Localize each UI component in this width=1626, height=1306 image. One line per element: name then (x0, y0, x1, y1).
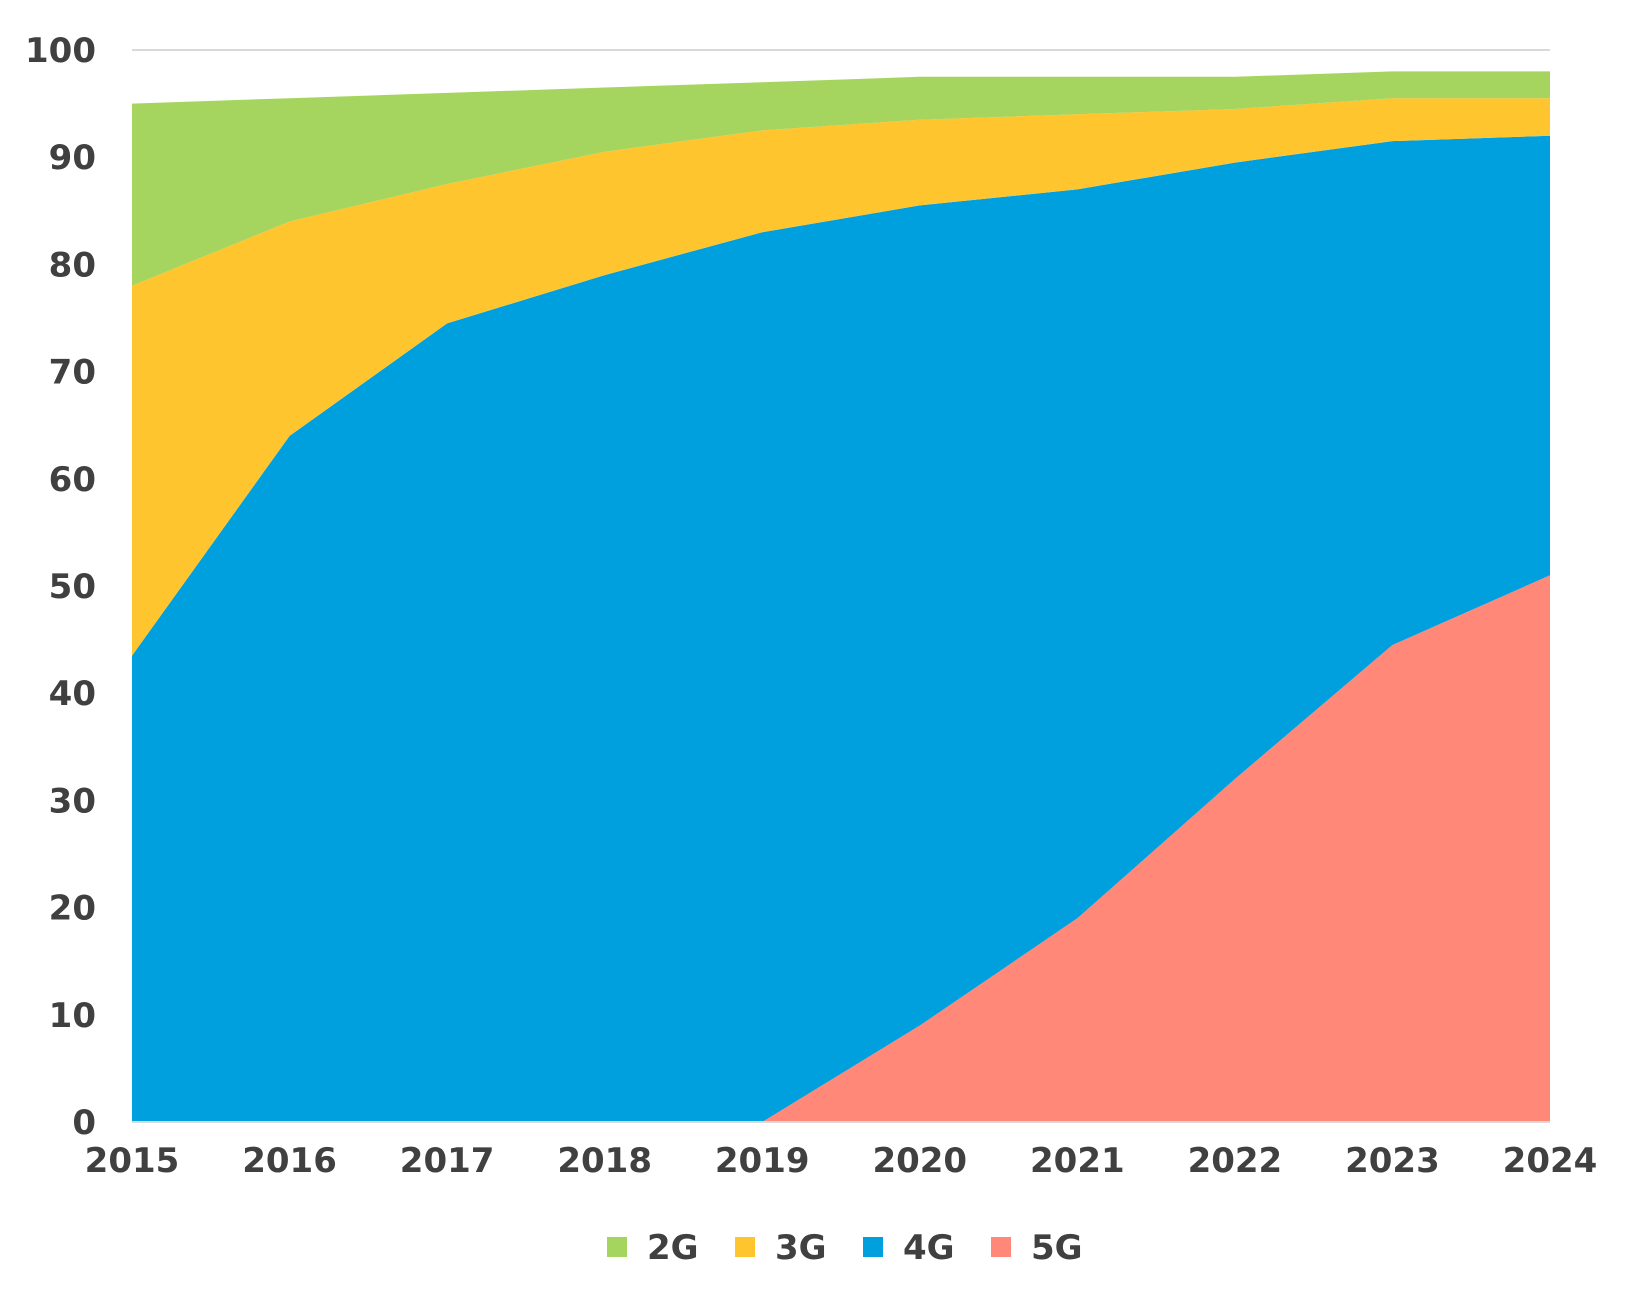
x-tick-label-2021: 2021 (1030, 1141, 1125, 1181)
y-tick-label-10: 10 (49, 996, 96, 1036)
x-tick-label-2015: 2015 (85, 1141, 180, 1181)
x-tick-label-2016: 2016 (242, 1141, 337, 1181)
legend: 2G 3G 4G 5G (607, 1228, 1083, 1268)
area-2g (132, 71, 1550, 286)
x-axis-tick-labels: 2015 2016 2017 2018 2019 2020 2021 2022 2023 2024 (85, 1141, 1598, 1181)
y-tick-label-20: 20 (49, 889, 96, 929)
legend-item-2g: 2G (607, 1228, 699, 1268)
y-tick-label-0: 0 (72, 1103, 96, 1143)
legend-label-5g: 5G (1031, 1228, 1083, 1268)
legend-swatch-4g (863, 1237, 883, 1257)
legend-item-4g: 4G (863, 1228, 955, 1268)
area-3g (132, 98, 1550, 656)
legend-swatch-3g (735, 1237, 755, 1257)
area-layers (132, 71, 1550, 1123)
area-5g (762, 575, 1550, 1122)
legend-item-3g: 3G (735, 1228, 827, 1268)
x-tick-label-2022: 2022 (1188, 1141, 1283, 1181)
x-tick-label-2023: 2023 (1345, 1141, 1440, 1181)
legend-label-3g: 3G (775, 1228, 827, 1268)
legend-item-5g: 5G (991, 1228, 1083, 1268)
x-tick-label-2020: 2020 (872, 1141, 967, 1181)
y-tick-label-30: 30 (49, 781, 96, 821)
y-axis-tick-labels: 0 10 20 30 40 50 60 70 80 90 100 (25, 31, 96, 1143)
x-tick-label-2024: 2024 (1503, 1141, 1598, 1181)
y-tick-label-50: 50 (49, 567, 96, 607)
x-tick-label-2019: 2019 (715, 1141, 810, 1181)
area-4g (132, 135, 1550, 1123)
y-tick-label-70: 70 (49, 353, 96, 393)
legend-swatch-2g (607, 1237, 627, 1257)
legend-label-2g: 2G (647, 1228, 699, 1268)
y-tick-label-80: 80 (49, 245, 96, 285)
y-tick-label-90: 90 (49, 138, 96, 178)
y-tick-label-40: 40 (49, 674, 96, 714)
x-tick-label-2017: 2017 (400, 1141, 495, 1181)
y-tick-label-100: 100 (25, 31, 96, 71)
x-tick-label-2018: 2018 (557, 1141, 652, 1181)
legend-swatch-5g (991, 1237, 1011, 1257)
y-tick-label-60: 60 (49, 460, 96, 500)
legend-label-4g: 4G (903, 1228, 955, 1268)
